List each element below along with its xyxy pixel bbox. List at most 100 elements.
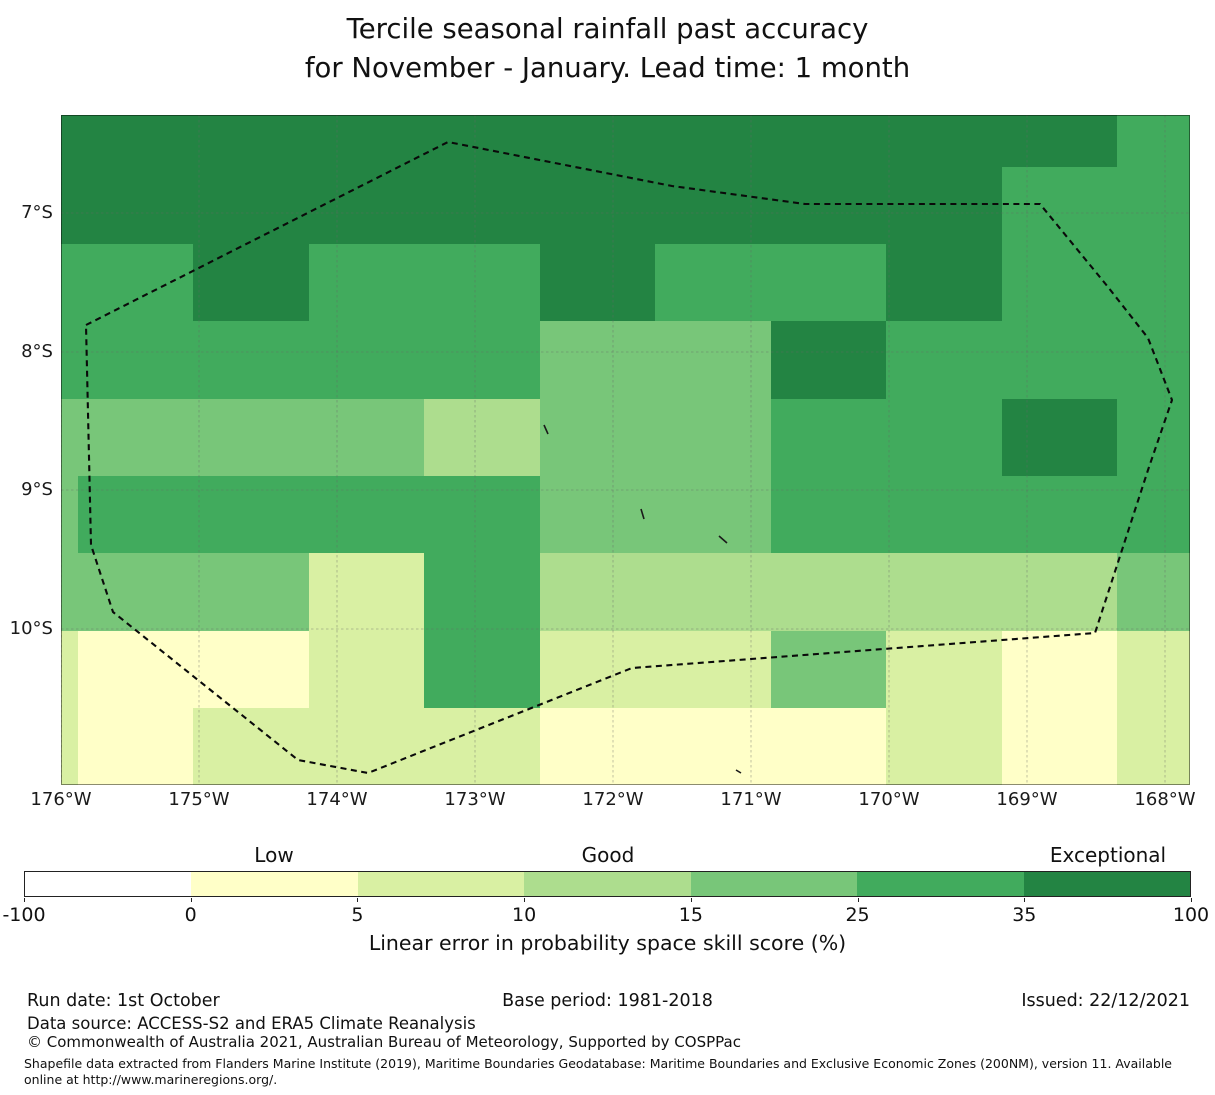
island-mark: [640, 508, 645, 520]
colorbar-tick: [190, 898, 192, 902]
heatmap-cell: [1002, 399, 1117, 476]
heatmap-cell: [771, 399, 886, 476]
heatmap-cell: [61, 244, 78, 321]
colorbar-tick-label: -100: [2, 904, 46, 926]
colorbar-tick: [857, 898, 859, 902]
heatmap-cell: [424, 399, 540, 476]
colorbar-tick: [24, 898, 25, 902]
colorbar-category-label: Exceptional: [1049, 843, 1167, 867]
heatmap-cell: [1002, 115, 1117, 167]
heatmap-cell: [309, 553, 424, 631]
colorbar-segment: [857, 872, 1024, 896]
heatmap-cell: [771, 115, 886, 167]
heatmap-cell: [78, 708, 193, 785]
heatmap-cell: [61, 708, 78, 785]
y-tick-label: 10°S: [9, 618, 53, 639]
heatmap-cell: [61, 115, 78, 167]
heatmap-cell: [1002, 631, 1117, 708]
footer-copyright: © Commonwealth of Australia 2021, Austra…: [27, 1033, 741, 1051]
island-mark: [718, 535, 728, 544]
heatmap-cell: [424, 476, 540, 553]
y-tick-label: 8°S: [21, 341, 53, 362]
heatmap-cell: [61, 553, 78, 631]
heatmap-cell: [540, 167, 655, 244]
heatmap-cell: [1117, 553, 1190, 631]
heatmap-cell: [309, 476, 424, 553]
footer-issued-date: Issued: 22/12/2021: [1021, 991, 1190, 1011]
heatmap-cell: [1117, 321, 1190, 399]
colorbar-segment: [191, 872, 358, 896]
heatmap-cell: [771, 321, 886, 399]
heatmap-cell: [886, 244, 1002, 321]
heatmap-cell: [1002, 708, 1117, 785]
x-tick-label: 169°W: [996, 789, 1058, 810]
heatmap-cell: [655, 553, 771, 631]
heatmap-cell: [886, 167, 1002, 244]
heatmap-cell: [424, 244, 540, 321]
heatmap-cell: [309, 321, 424, 399]
heatmap-cell: [1117, 399, 1190, 476]
heatmap-cell: [771, 553, 886, 631]
island-outline-marks: [543, 424, 742, 774]
footer-run-date: Run date: 1st October: [27, 991, 220, 1011]
heatmap-cell: [61, 631, 78, 708]
heatmap-cell: [655, 167, 771, 244]
colorbar-tick-label: 100: [1172, 904, 1210, 926]
footer-base-period: Base period: 1981-2018: [502, 991, 713, 1011]
heatmap-cell: [886, 553, 1002, 631]
heatmap-cell: [771, 167, 886, 244]
heatmap-cell: [655, 708, 771, 785]
heatmap-cell: [771, 708, 886, 785]
colorbar-tick: [1024, 898, 1026, 902]
heatmap-cell: [78, 167, 193, 244]
heatmap-cell: [309, 167, 424, 244]
heatmap-cell: [193, 631, 309, 708]
heatmap-cell: [886, 115, 1002, 167]
x-tick-label: 174°W: [306, 789, 368, 810]
heatmap-cell: [540, 708, 655, 785]
heatmap-cell: [1002, 244, 1117, 321]
heatmap-raster: [61, 115, 1190, 785]
heatmap-cell: [771, 244, 886, 321]
heatmap-cell: [424, 115, 540, 167]
colorbar-tick: [524, 898, 526, 902]
colorbar-axis-label: Linear error in probability space skill …: [368, 931, 847, 955]
heatmap-cell: [540, 476, 655, 553]
heatmap-cell: [1002, 476, 1117, 553]
rainfall-skill-heatmap: [61, 115, 1190, 785]
heatmap-cell: [424, 167, 540, 244]
heatmap-cell: [61, 399, 78, 476]
colorbar-tick-label: 35: [1012, 904, 1037, 926]
heatmap-cell: [540, 115, 655, 167]
y-tick-label: 9°S: [21, 479, 53, 500]
heatmap-cell: [1002, 553, 1117, 631]
heatmap-cell: [424, 631, 540, 708]
heatmap-cell: [78, 631, 193, 708]
heatmap-cell: [886, 708, 1002, 785]
heatmap-cell: [655, 244, 771, 321]
heatmap-cell: [771, 476, 886, 553]
x-tick-label: 176°W: [30, 789, 92, 810]
heatmap-cell: [1117, 244, 1190, 321]
heatmap-cell: [78, 476, 193, 553]
heatmap-cell: [655, 399, 771, 476]
footer-data-source: Data source: ACCESS-S2 and ERA5 Climate …: [27, 1014, 476, 1033]
island-mark: [735, 769, 742, 774]
colorbar-tick: [1191, 898, 1192, 902]
heatmap-cell: [78, 115, 193, 167]
figure-title: Tercile seasonal rainfall past accuracy …: [0, 10, 1215, 88]
heatmap-cell: [1117, 708, 1190, 785]
heatmap-cell: [61, 167, 78, 244]
colorbar: [24, 871, 1191, 897]
heatmap-cell: [78, 553, 193, 631]
heatmap-cell: [78, 244, 193, 321]
heatmap-cell: [886, 631, 1002, 708]
heatmap-cell: [655, 115, 771, 167]
x-tick-label: 171°W: [720, 789, 782, 810]
heatmap-cell: [886, 321, 1002, 399]
x-tick-label: 173°W: [444, 789, 506, 810]
heatmap-cell: [540, 399, 655, 476]
heatmap-cell: [309, 115, 424, 167]
colorbar-segment: [1023, 872, 1190, 896]
heatmap-cell: [424, 321, 540, 399]
